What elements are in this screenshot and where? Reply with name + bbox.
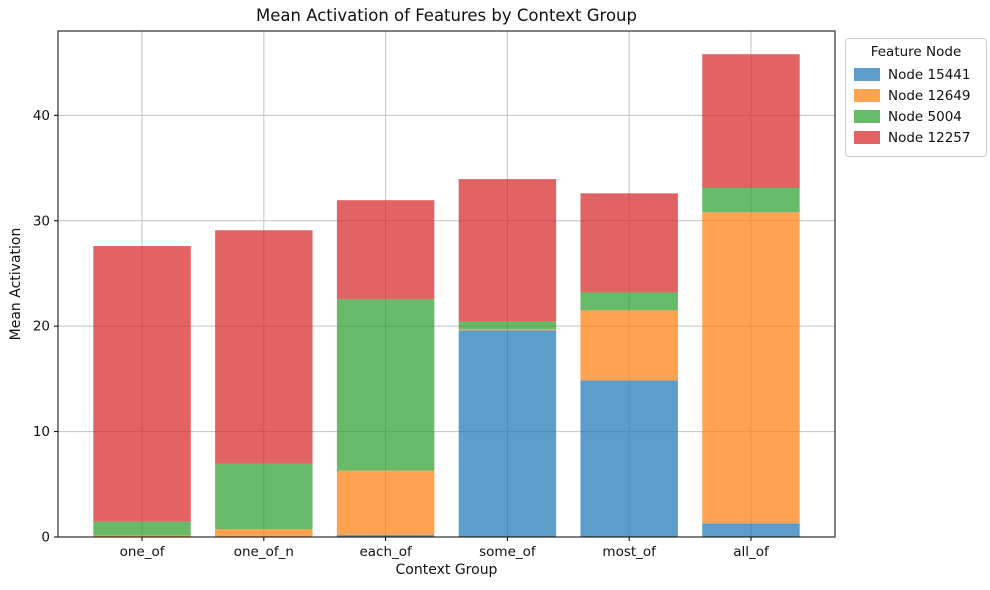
x-tick-label-all_of: all_of xyxy=(733,544,770,560)
bar-segment-one_of-node-12257 xyxy=(93,246,191,522)
bar-segment-some_of-node-12649 xyxy=(458,329,557,331)
y-tick-label-20: 20 xyxy=(33,319,50,335)
y-tick-label-10: 10 xyxy=(33,424,50,440)
legend-title: Feature Node xyxy=(870,44,962,60)
bar-segment-all_of-node-12649 xyxy=(702,212,800,524)
bar-segment-all_of-node-12257 xyxy=(702,54,800,189)
bar-segment-most_of-node-12649 xyxy=(580,310,678,381)
plot-border xyxy=(57,30,836,538)
bar-segment-one_of-node-12649 xyxy=(93,535,191,537)
legend-entry-label: Node 12257 xyxy=(888,129,971,146)
bar-segment-one_of_n-node-5004 xyxy=(215,463,313,530)
legend-entry-label: Node 15441 xyxy=(888,66,971,83)
legend-entry-label: Node 5004 xyxy=(888,108,962,125)
bar-segment-some_of-node-12257 xyxy=(458,179,557,322)
chart-title: Mean Activation of Features by Context G… xyxy=(256,6,637,25)
bar-segment-most_of-node-12257 xyxy=(580,193,678,293)
bar-segment-each_of-node-12649 xyxy=(336,470,435,535)
bar-segment-one_of_n-node-12649 xyxy=(215,529,313,537)
legend-swatch-icon xyxy=(854,89,880,102)
x-tick-label-one_of: one_of xyxy=(120,544,166,560)
bar-segment-most_of-node-15441 xyxy=(580,380,678,537)
legend-entry-node-12257: Node 12257 xyxy=(854,127,978,148)
legend-entry-node-12649: Node 12649 xyxy=(854,85,978,106)
bar-segment-each_of-node-15441 xyxy=(336,534,435,537)
y-axis-label: Mean Activation xyxy=(8,227,24,341)
bar-segment-most_of-node-5004 xyxy=(580,292,678,311)
bar-segment-each_of-node-12257 xyxy=(336,200,435,300)
x-tick-label-each_of: each_of xyxy=(359,544,413,560)
bar-segment-one_of-node-5004 xyxy=(93,521,191,536)
y-tick-label-40: 40 xyxy=(33,108,50,124)
x-tick-label-some_of: some_of xyxy=(479,544,537,560)
bar-segment-all_of-node-5004 xyxy=(702,188,800,213)
y-tick-label-30: 30 xyxy=(33,213,50,229)
bar-segment-one_of_n-node-12257 xyxy=(215,230,313,464)
bar-segment-all_of-node-15441 xyxy=(702,523,800,537)
x-tick-label-most_of: most_of xyxy=(602,544,657,560)
bar-segment-some_of-node-15441 xyxy=(458,330,557,537)
y-tick-label-0: 0 xyxy=(41,530,50,546)
bar-segment-each_of-node-5004 xyxy=(336,299,435,471)
x-axis-label: Context Group xyxy=(395,562,498,578)
legend-entry-node-15441: Node 15441 xyxy=(854,64,978,85)
legend-swatch-icon xyxy=(854,68,880,81)
legend-entry-node-5004: Node 5004 xyxy=(854,106,978,127)
legend-entries: Node 15441 Node 12649 Node 5004 Node 12257 xyxy=(854,64,978,148)
legend-swatch-icon xyxy=(854,131,880,144)
legend: Feature Node Node 15441 Node 12649 Node 50… xyxy=(845,38,987,157)
legend-entry-label: Node 12649 xyxy=(888,87,971,104)
bar-segment-some_of-node-5004 xyxy=(458,321,557,330)
x-tick-label-one_of_n: one_of_n xyxy=(234,544,294,560)
legend-swatch-icon xyxy=(854,110,880,123)
